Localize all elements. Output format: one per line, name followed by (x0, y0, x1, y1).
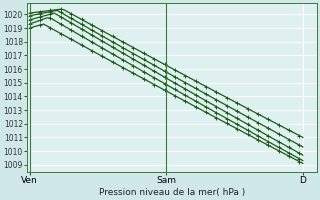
X-axis label: Pression niveau de la mer( hPa ): Pression niveau de la mer( hPa ) (99, 188, 245, 197)
